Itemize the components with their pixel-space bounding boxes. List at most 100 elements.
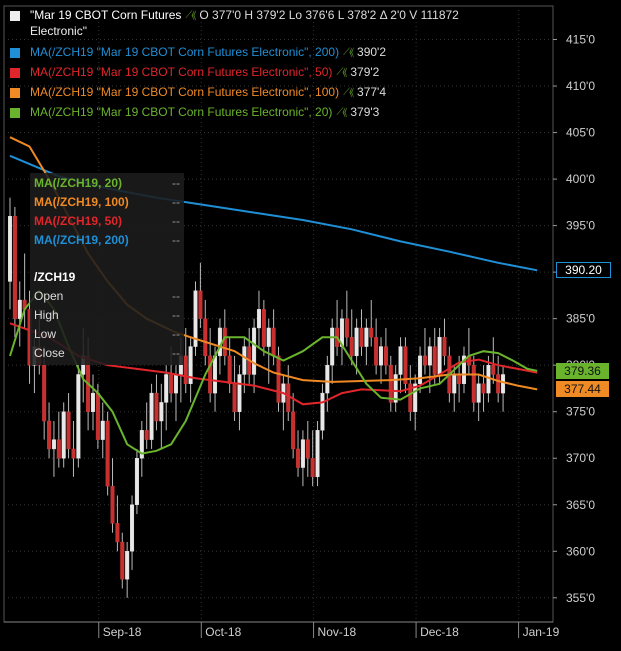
candle-up bbox=[476, 383, 481, 403]
x-tick-label: Jan-19 bbox=[523, 625, 560, 639]
price-tag: 379.36 bbox=[556, 363, 609, 380]
ma-line-1920 bbox=[9, 289, 538, 455]
candle-down bbox=[310, 458, 315, 478]
candle-down bbox=[42, 364, 47, 422]
candle-down bbox=[481, 383, 486, 394]
candle-down bbox=[183, 355, 188, 384]
crosshair-icon: ⟋⟪ bbox=[343, 87, 354, 98]
candle-down bbox=[291, 411, 296, 450]
candle-up bbox=[330, 327, 335, 366]
y-tick-label: 370'0 bbox=[566, 451, 595, 465]
x-tick-label: Sep-18 bbox=[103, 625, 142, 639]
instrument-title: "Mar 19 CBOT Corn Futures bbox=[30, 8, 182, 22]
candle-up bbox=[256, 309, 261, 329]
crosshair-icon: ⟋⟪ bbox=[185, 10, 196, 21]
candle-down bbox=[496, 374, 501, 394]
candle-up bbox=[320, 392, 325, 431]
databox-ma-row: MA(/ZCH19, 200) -- bbox=[34, 233, 180, 251]
databox-label: MA(/ZCH19, 200) bbox=[34, 233, 129, 247]
candle-down bbox=[47, 420, 52, 450]
candle-down bbox=[422, 355, 427, 366]
candle-up bbox=[76, 374, 81, 459]
candle-up bbox=[100, 420, 105, 440]
databox-value: -- bbox=[172, 327, 180, 341]
databox-value: -- bbox=[172, 195, 180, 209]
databox-label: High bbox=[34, 308, 59, 322]
candle-down bbox=[95, 392, 100, 440]
candle-up bbox=[173, 374, 178, 394]
candle-down bbox=[344, 318, 349, 338]
candle-down bbox=[374, 337, 379, 366]
y-tick-label: 365'0 bbox=[566, 498, 595, 512]
x-axis: Sep-18 Oct-18 Nov-18 Dec-18 Jan-19 bbox=[4, 621, 560, 639]
y-tick-label: 405'0 bbox=[566, 126, 595, 140]
candle-up bbox=[427, 346, 432, 366]
legend-value: 377'4 bbox=[357, 85, 387, 99]
candle-down bbox=[408, 383, 413, 412]
databox-field-low: Low -- bbox=[34, 327, 180, 345]
candle-up bbox=[139, 430, 144, 459]
candle-up bbox=[17, 299, 22, 319]
candle-down bbox=[227, 355, 232, 384]
candle-up bbox=[325, 364, 330, 394]
databox-field-close: Close -- bbox=[34, 346, 180, 364]
y-tick-label: 385'0 bbox=[566, 312, 595, 326]
candle-up bbox=[300, 439, 305, 468]
candle-down bbox=[442, 337, 447, 357]
y-tick-label: 400'0 bbox=[566, 172, 595, 186]
candle-up bbox=[398, 346, 403, 375]
candle-up bbox=[90, 392, 95, 412]
title-row: "Mar 19 CBOT Corn Futures ⟋⟪ O 377'0 H 3… bbox=[10, 8, 459, 23]
legend-item: MA(/ZCH19 "Mar 19 CBOT Corn Futures Elec… bbox=[10, 85, 459, 100]
candle-up bbox=[134, 458, 139, 505]
candle-up bbox=[379, 346, 384, 366]
y-tick-label: 355'0 bbox=[566, 591, 595, 605]
candle-down bbox=[349, 337, 354, 357]
candle-down bbox=[222, 327, 227, 357]
x-tick-label: Nov-18 bbox=[318, 625, 357, 639]
candle-down bbox=[12, 216, 17, 319]
candle-down bbox=[388, 364, 393, 403]
price-tag: 390.20 bbox=[556, 262, 611, 279]
candle-up bbox=[393, 374, 398, 403]
candle-down bbox=[359, 327, 364, 347]
candle-up bbox=[501, 374, 506, 394]
candle-down bbox=[383, 346, 388, 366]
y-tick-label: 360'0 bbox=[566, 544, 595, 558]
x-tick-label: Dec-18 bbox=[420, 625, 459, 639]
candle-down bbox=[403, 346, 408, 384]
candle-up bbox=[188, 346, 193, 384]
candle-up bbox=[61, 411, 66, 459]
legend-label: MA(/ZCH19 "Mar 19 CBOT Corn Futures Elec… bbox=[30, 45, 340, 59]
legend-item: MA(/ZCH19 "Mar 19 CBOT Corn Futures Elec… bbox=[10, 65, 459, 80]
databox-value: -- bbox=[172, 233, 180, 247]
chart-legend: "Mar 19 CBOT Corn Futures ⟋⟪ O 377'0 H 3… bbox=[10, 8, 459, 125]
legend-item: MA(/ZCH19 "Mar 19 CBOT Corn Futures Elec… bbox=[10, 45, 459, 60]
candle-down bbox=[471, 364, 476, 403]
candle-down bbox=[105, 420, 110, 487]
candle-down bbox=[110, 485, 115, 524]
candle-down bbox=[457, 374, 462, 384]
legend-swatch bbox=[10, 67, 20, 78]
candle-down bbox=[369, 327, 374, 338]
candle-up bbox=[193, 290, 198, 347]
candle-up bbox=[149, 392, 154, 440]
databox-value: -- bbox=[172, 176, 180, 190]
databox-label: MA(/ZCH19, 20) bbox=[34, 176, 123, 190]
candle-up bbox=[164, 374, 169, 403]
title-swatch bbox=[10, 10, 20, 21]
legend-value: 390'2 bbox=[357, 45, 387, 59]
databox-field-open: Open -- bbox=[34, 289, 180, 307]
candle-up bbox=[266, 327, 271, 347]
x-tick-label: Oct-18 bbox=[205, 625, 241, 639]
candle-up bbox=[413, 383, 418, 412]
candle-up bbox=[364, 327, 369, 347]
candle-down bbox=[432, 346, 437, 375]
databox-value: -- bbox=[172, 214, 180, 228]
databox-value: -- bbox=[172, 308, 180, 322]
legend-label: MA(/ZCH19 "Mar 19 CBOT Corn Futures Elec… bbox=[30, 105, 333, 119]
databox-ma-row: MA(/ZCH19, 50) -- bbox=[34, 214, 180, 232]
instrument-title-line2: Electronic" bbox=[30, 24, 87, 38]
candle-up bbox=[217, 327, 222, 357]
